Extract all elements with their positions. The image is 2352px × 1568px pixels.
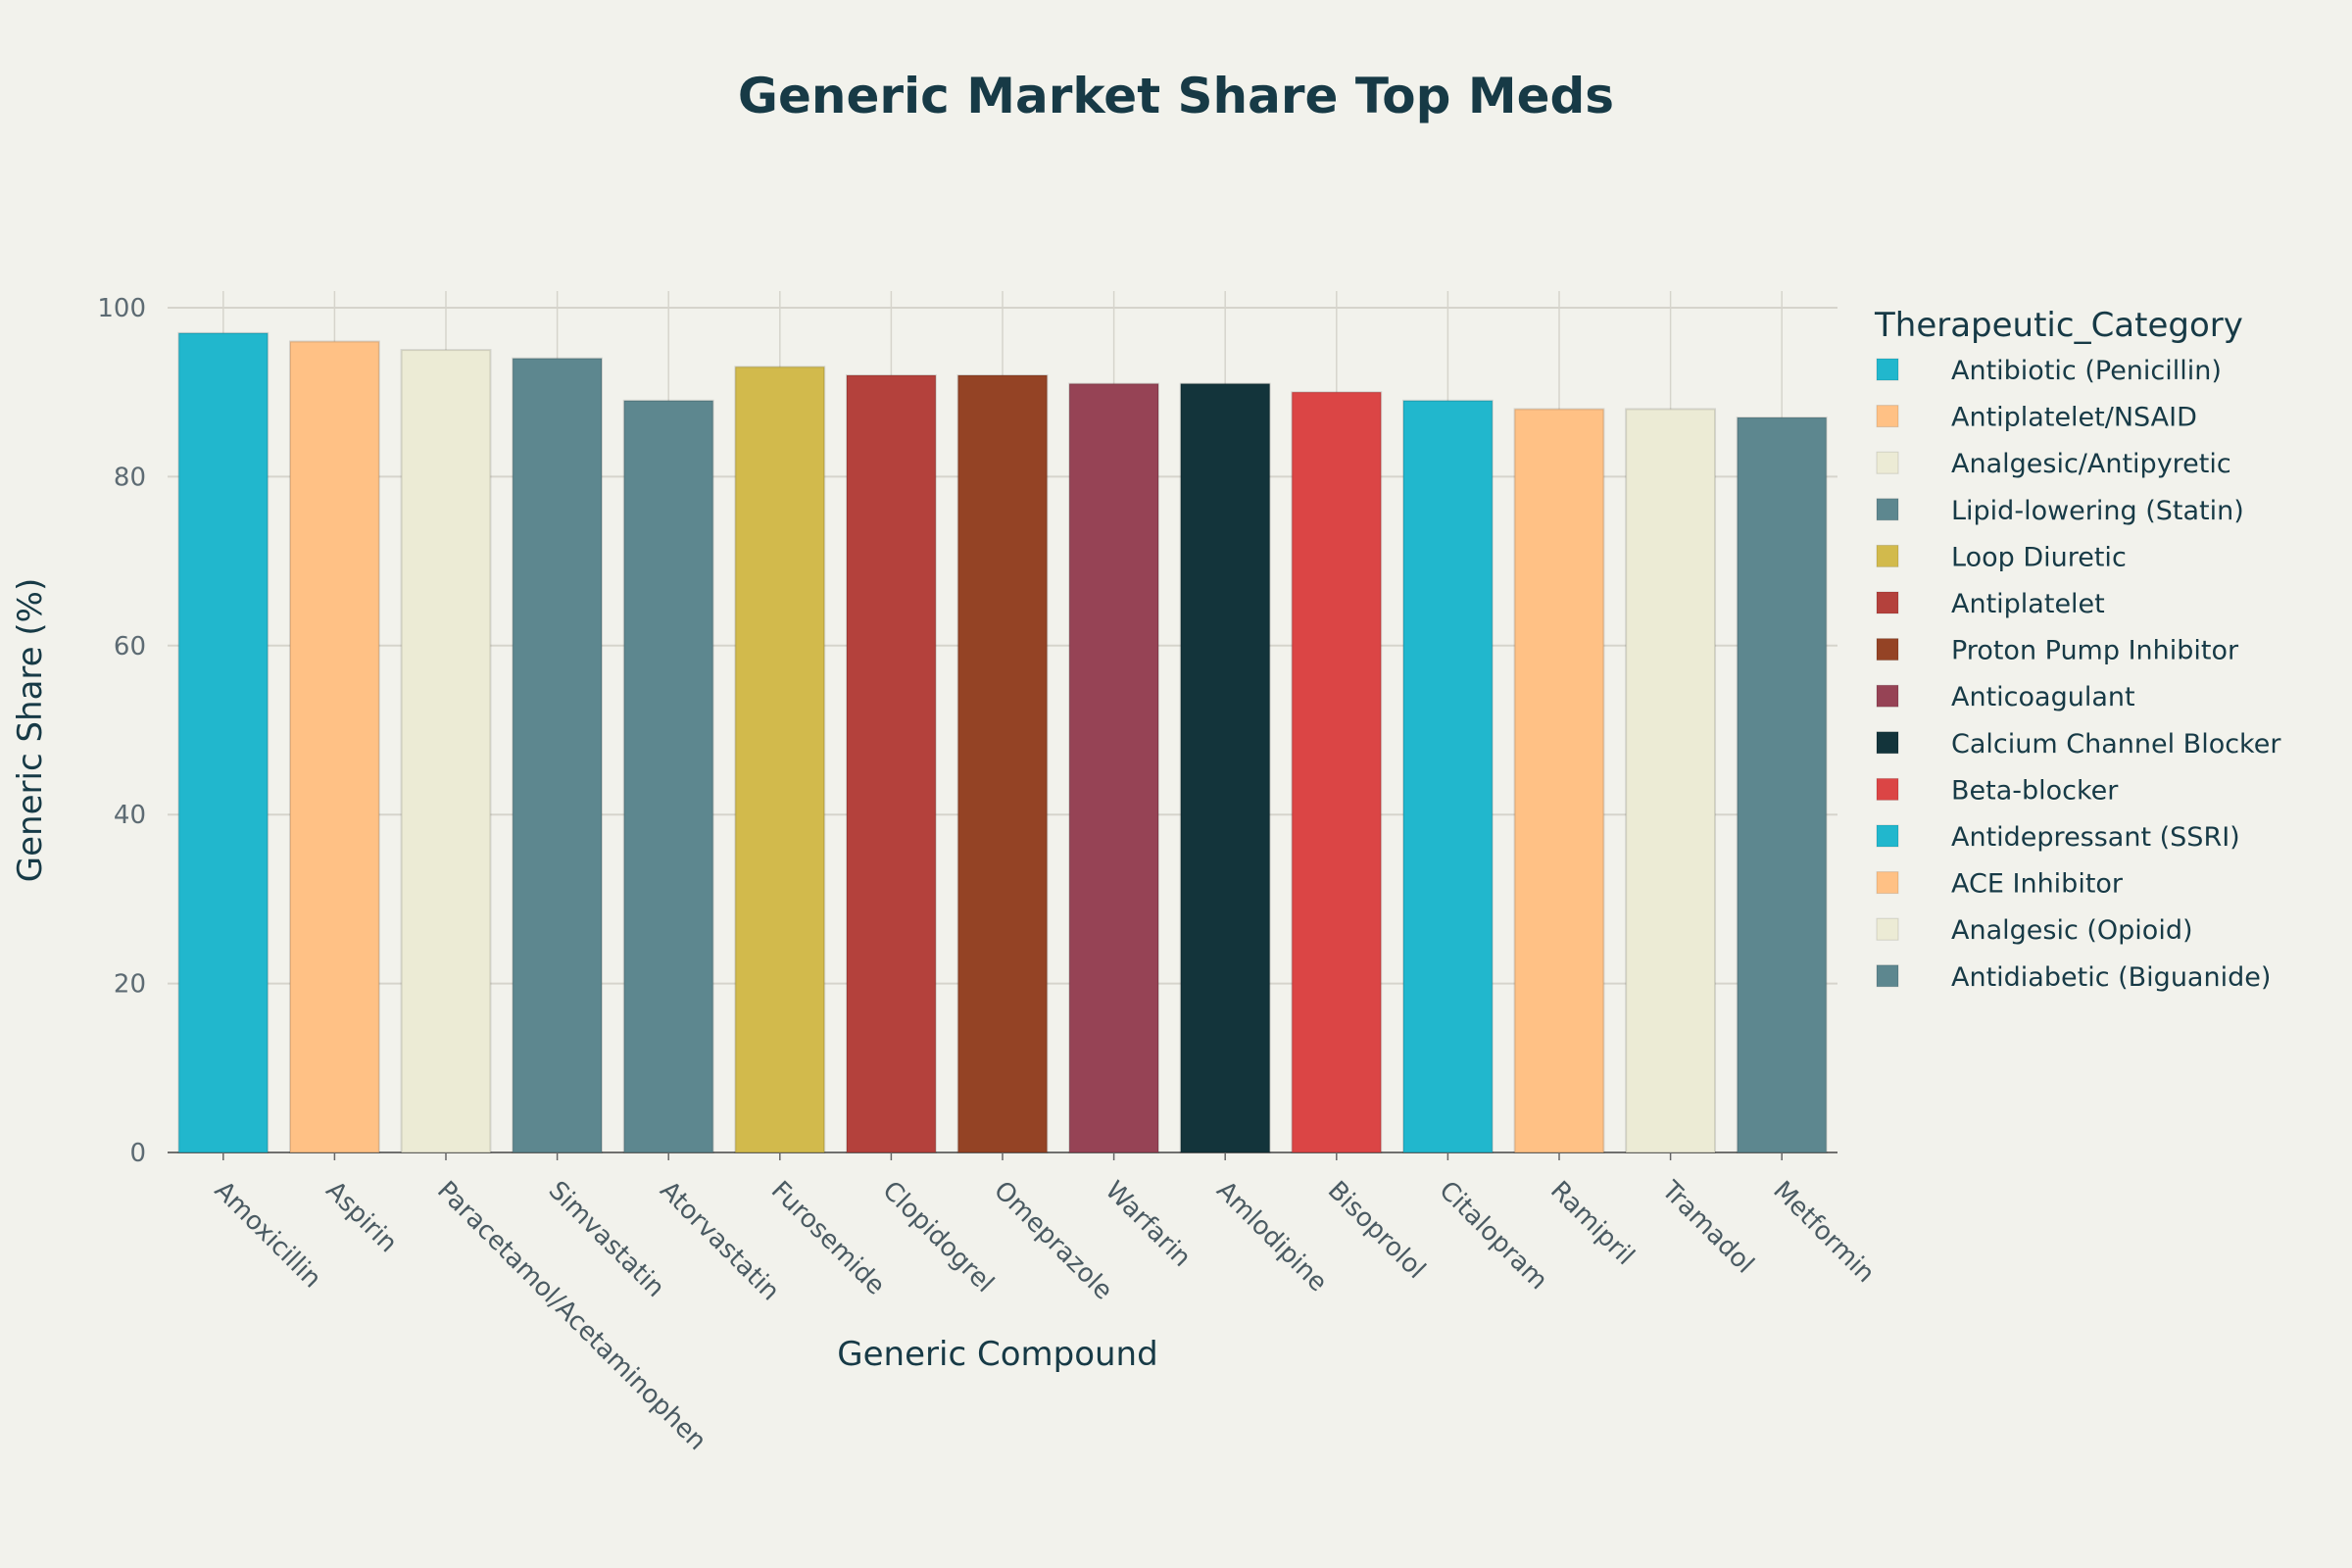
legend-swatch — [1876, 638, 1899, 662]
legend-swatch — [1876, 451, 1899, 474]
legend-item[interactable]: Proton Pump Inhibitor — [1876, 636, 2239, 666]
y-tick-label: 100 — [97, 294, 146, 323]
bar-omeprazole[interactable] — [956, 373, 1049, 1153]
bar-aspirin[interactable] — [288, 340, 380, 1154]
legend-item[interactable]: Anticoagulant — [1876, 682, 2135, 712]
y-tick-label: 60 — [114, 632, 146, 662]
legend-label: Analgesic/Antipyretic — [1951, 449, 2231, 479]
legend-swatch — [1876, 544, 1899, 567]
legend-label: Beta-blocker — [1951, 775, 2119, 806]
legend-swatch — [1876, 824, 1899, 848]
legend: Antibiotic (Penicillin) Antiplatelet/NSAI… — [1876, 356, 2281, 993]
legend-swatch — [1876, 917, 1899, 941]
legend-label: Antidiabetic (Biguanide) — [1951, 962, 2271, 993]
x-tick-label: Bisoprolol — [1322, 1176, 1431, 1285]
legend-item[interactable]: Antiplatelet/NSAID — [1876, 403, 2197, 433]
chart-title: Generic Market Share Top Meds — [738, 68, 1614, 124]
legend-label: Proton Pump Inhibitor — [1951, 636, 2239, 666]
y-tick-label: 40 — [114, 801, 146, 830]
x-tick-label: Citalopram — [1433, 1176, 1552, 1296]
bar-atorvastatin[interactable] — [622, 399, 714, 1153]
legend-label: Antiplatelet/NSAID — [1951, 403, 2197, 433]
x-tick-label: Ramipril — [1544, 1176, 1640, 1271]
bar-tramadol[interactable] — [1625, 408, 1717, 1153]
x-tick-label: Amoxicillin — [209, 1176, 327, 1295]
bar-metformin[interactable] — [1736, 416, 1828, 1153]
bar-citalopram[interactable] — [1401, 399, 1494, 1153]
legend-swatch — [1876, 405, 1899, 428]
x-tick-label: Furosemide — [765, 1176, 891, 1301]
x-axis-title: Generic Compound — [837, 1335, 1157, 1374]
x-tick-label: Amlodipine — [1210, 1176, 1333, 1298]
legend-item[interactable]: Analgesic (Opioid) — [1876, 915, 2193, 946]
legend-item[interactable]: Antidiabetic (Biguanide) — [1876, 962, 2271, 993]
y-tick-label: 80 — [114, 463, 146, 492]
legend-item[interactable]: Antidepressant (SSRI) — [1876, 822, 2240, 853]
legend-swatch — [1876, 871, 1899, 895]
x-tick-label: Clopidogrel — [876, 1176, 999, 1298]
legend-label: Loop Diuretic — [1951, 542, 2127, 572]
legend-swatch — [1876, 777, 1899, 801]
legend-item[interactable]: Antiplatelet — [1876, 589, 2105, 619]
legend-swatch — [1876, 358, 1899, 381]
legend-item[interactable]: Analgesic/Antipyretic — [1876, 449, 2231, 479]
legend-swatch — [1876, 684, 1899, 708]
x-tick-label: Tramadol — [1655, 1175, 1759, 1279]
bar-amlodipine[interactable] — [1179, 382, 1271, 1153]
bar-paracetamol-acetaminophen[interactable] — [400, 349, 492, 1154]
x-tick-label: Warfarin — [1100, 1176, 1197, 1273]
legend-label: Antibiotic (Penicillin) — [1951, 356, 2222, 386]
legend-item[interactable]: Beta-blocker — [1876, 775, 2119, 806]
legend-swatch — [1876, 498, 1899, 521]
legend-label: Antiplatelet — [1951, 589, 2105, 619]
legend-title: Therapeutic_Category — [1874, 306, 2243, 345]
legend-label: Antidepressant (SSRI) — [1951, 822, 2240, 853]
y-tick-label: 20 — [114, 970, 146, 1000]
legend-label: Lipid-lowering (Statin) — [1951, 496, 2244, 526]
legend-item[interactable]: Loop Diuretic — [1876, 542, 2127, 572]
bar-ramipril[interactable] — [1513, 408, 1605, 1153]
y-tick-label: 0 — [129, 1139, 146, 1168]
bar-clopidogrel[interactable] — [845, 373, 937, 1153]
legend-swatch — [1876, 964, 1899, 988]
bar-warfarin[interactable] — [1068, 382, 1160, 1153]
x-tick-label: Aspirin — [319, 1176, 402, 1258]
legend-label: Calcium Channel Blocker — [1951, 729, 2281, 760]
bar-simvastatin[interactable] — [512, 357, 604, 1154]
bar-amoxicillin[interactable] — [177, 331, 270, 1153]
legend-label: Analgesic (Opioid) — [1951, 915, 2193, 946]
legend-item[interactable]: ACE Inhibitor — [1876, 869, 2124, 900]
legend-label: ACE Inhibitor — [1951, 869, 2124, 900]
bar-bisoprolol[interactable] — [1291, 391, 1383, 1153]
x-tick-label: Omeprazole — [988, 1176, 1118, 1306]
bar-furosemide[interactable] — [734, 366, 826, 1153]
legend-item[interactable]: Antibiotic (Penicillin) — [1876, 356, 2222, 386]
x-tick-label: Metformin — [1767, 1176, 1880, 1289]
legend-item[interactable]: Lipid-lowering (Statin) — [1876, 496, 2244, 526]
y-axis-title: Generic Share (%) — [11, 578, 50, 882]
legend-swatch — [1876, 591, 1899, 614]
legend-item[interactable]: Calcium Channel Blocker — [1876, 729, 2281, 760]
legend-label: Anticoagulant — [1951, 682, 2135, 712]
legend-swatch — [1876, 731, 1899, 755]
